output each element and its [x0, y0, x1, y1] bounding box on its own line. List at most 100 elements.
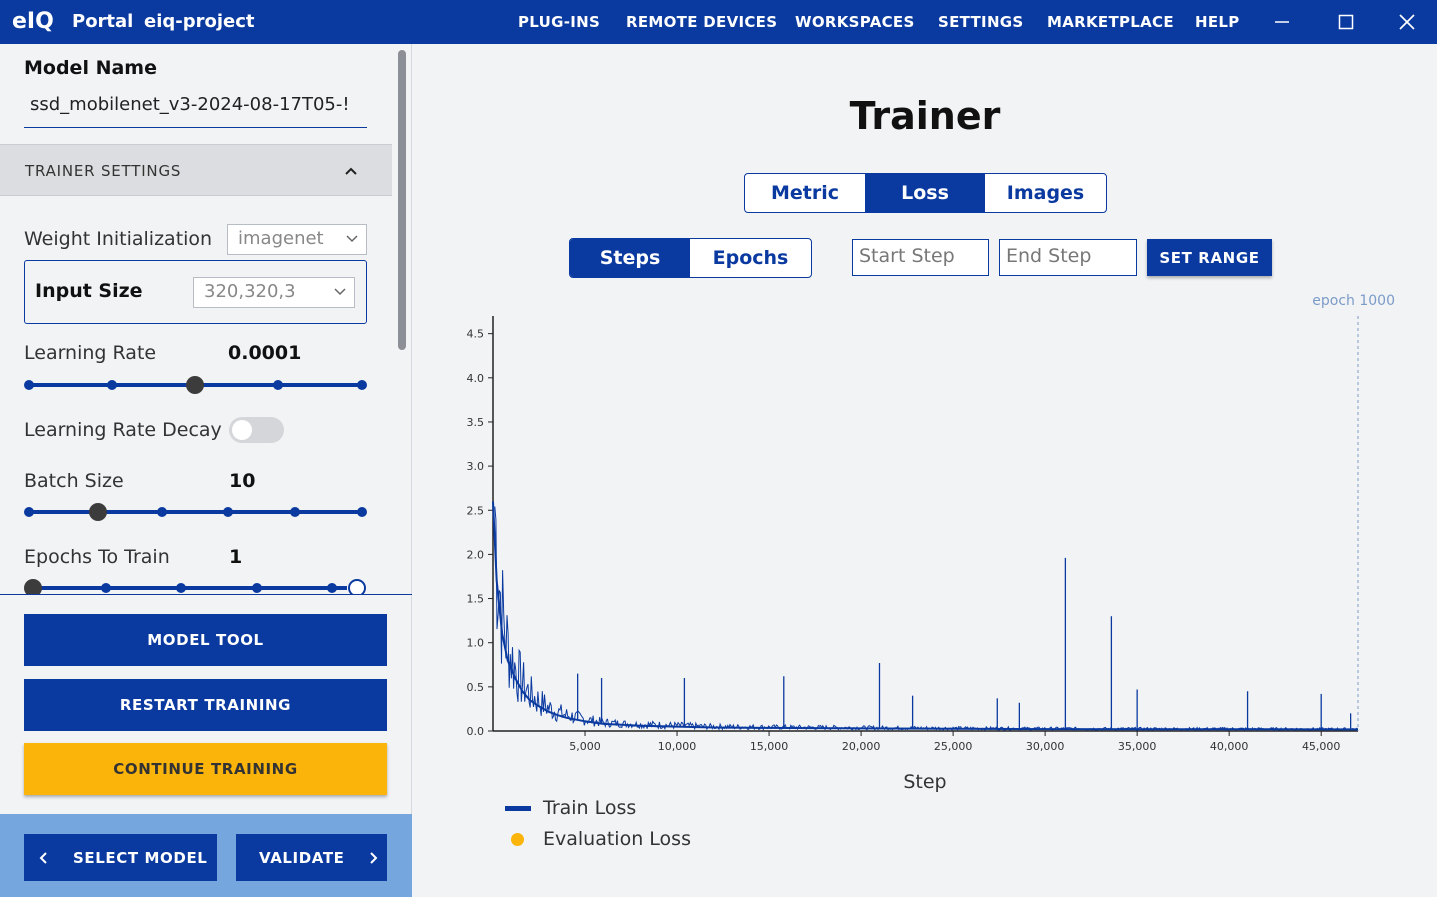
batch-size-label: Batch Size	[24, 470, 124, 492]
learning-rate-slider[interactable]	[24, 375, 367, 395]
nav-marketplace[interactable]: MARKETPLACE	[1047, 13, 1174, 31]
slider-step[interactable]	[252, 583, 262, 593]
nav-workspaces[interactable]: WORKSPACES	[795, 13, 915, 31]
chevron-up-icon	[345, 167, 357, 175]
tab-loss[interactable]: Loss	[865, 174, 985, 212]
slider-step[interactable]	[290, 507, 300, 517]
y-tick-label: 0.0	[467, 725, 485, 738]
batch-size-value: 10	[229, 470, 256, 492]
x-tick-label: 35,000	[1118, 740, 1157, 753]
y-tick-label: 3.5	[467, 416, 485, 429]
legend-line-swatch	[505, 805, 531, 811]
slider-step[interactable]	[327, 583, 337, 593]
select-model-button[interactable]: SELECT MODEL	[24, 834, 217, 881]
learning-rate-value: 0.0001	[228, 342, 302, 364]
mode-steps[interactable]: Steps	[570, 239, 690, 277]
page-title: Trainer	[849, 94, 1001, 138]
slider-step[interactable]	[223, 507, 233, 517]
trainer-settings-header[interactable]: TRAINER SETTINGS	[0, 144, 392, 196]
section-divider	[0, 594, 412, 595]
bottom-nav-bar: SELECT MODEL VALIDATE	[0, 814, 412, 897]
mode-epochs[interactable]: Epochs	[712, 247, 789, 269]
weight-init-select[interactable]: imagenet	[227, 224, 367, 255]
y-tick-label: 0.5	[467, 681, 485, 694]
x-tick-label: 30,000	[1026, 740, 1065, 753]
slider-step[interactable]	[101, 583, 111, 593]
weight-init-value: imagenet	[238, 228, 324, 249]
y-tick-label: 3.0	[467, 460, 485, 473]
y-tick-label: 4.0	[467, 372, 485, 385]
slider-step[interactable]	[24, 507, 34, 517]
input-size-group	[24, 260, 367, 324]
y-tick-label: 4.5	[467, 328, 485, 341]
batch-size-slider[interactable]	[24, 502, 367, 522]
slider-step[interactable]	[176, 583, 186, 593]
project-name[interactable]: eiq-project	[144, 11, 255, 32]
end-step-input[interactable]: End Step	[999, 239, 1137, 276]
y-tick-label: 2.5	[467, 504, 485, 517]
x-tick-label: 10,000	[658, 740, 697, 753]
slider-step[interactable]	[107, 380, 117, 390]
legend-train-loss[interactable]: Train Loss	[505, 797, 636, 819]
slider-thumb[interactable]	[24, 579, 42, 594]
legend-eval-loss[interactable]: Evaluation Loss	[505, 828, 691, 850]
legend-train-label: Train Loss	[543, 797, 637, 819]
set-range-button[interactable]: SET RANGE	[1147, 239, 1272, 276]
epochs-label: Epochs To Train	[24, 546, 170, 568]
slider-thumb[interactable]	[186, 376, 204, 394]
x-tick-label: 40,000	[1210, 740, 1249, 753]
y-tick-label: 2.0	[467, 548, 485, 561]
nav-settings[interactable]: SETTINGS	[938, 13, 1024, 31]
chevron-down-icon	[334, 288, 346, 296]
model-tool-button[interactable]: MODEL TOOL	[24, 614, 387, 666]
lr-decay-toggle[interactable]	[229, 417, 284, 443]
slider-step[interactable]	[157, 507, 167, 517]
nav-help[interactable]: HELP	[1195, 13, 1240, 31]
validate-label: VALIDATE	[259, 848, 345, 867]
train-loss-line	[492, 501, 1358, 731]
nav-remote-devices[interactable]: REMOTE DEVICES	[626, 13, 778, 31]
view-tabs: Metric Loss Images	[744, 173, 1107, 213]
legend-dot-swatch	[511, 832, 524, 846]
chevron-right-icon	[369, 851, 377, 864]
chevron-left-icon	[39, 851, 47, 864]
slider-step[interactable]	[357, 507, 367, 517]
main-panel: Trainer Metric Loss Images Steps Epochs …	[413, 44, 1437, 897]
minimize-icon[interactable]	[1266, 6, 1298, 38]
validate-button[interactable]: VALIDATE	[236, 834, 387, 881]
chevron-down-icon	[346, 235, 358, 243]
y-tick-label: 1.0	[467, 637, 485, 650]
slider-track	[29, 586, 347, 590]
x-tick-label: 45,000	[1302, 740, 1341, 753]
x-tick-label: 25,000	[934, 740, 973, 753]
epochs-slider[interactable]	[24, 578, 367, 594]
start-step-input[interactable]: Start Step	[852, 239, 989, 276]
select-model-label: SELECT MODEL	[73, 848, 208, 867]
nav-plugins[interactable]: PLUG-INS	[518, 13, 601, 31]
x-tick-label: 15,000	[750, 740, 789, 753]
legend-eval-label: Evaluation Loss	[543, 828, 691, 850]
input-size-select[interactable]: 320,320,3	[193, 277, 355, 308]
slider-step[interactable]	[273, 380, 283, 390]
model-name-input[interactable]: ssd_mobilenet_v3-2024-08-17T05-!	[24, 90, 367, 128]
tab-metric[interactable]: Metric	[770, 182, 840, 204]
slider-thumb[interactable]	[89, 503, 107, 521]
continue-training-button[interactable]: CONTINUE TRAINING	[24, 743, 387, 795]
sidebar-scrollbar[interactable]	[398, 50, 406, 350]
slider-end-marker[interactable]	[348, 579, 366, 594]
restart-training-button[interactable]: RESTART TRAINING	[24, 679, 387, 731]
sidebar: Model Name ssd_mobilenet_v3-2024-08-17T0…	[0, 44, 412, 897]
tab-images[interactable]: Images	[1006, 182, 1085, 204]
slider-step[interactable]	[24, 380, 34, 390]
maximize-icon[interactable]	[1330, 6, 1362, 38]
axis-mode-toggle: Steps Epochs	[569, 238, 812, 278]
slider-step[interactable]	[357, 380, 367, 390]
close-icon[interactable]	[1391, 6, 1423, 38]
model-name-label: Model Name	[24, 57, 157, 79]
learning-rate-label: Learning Rate	[24, 342, 157, 364]
app-logo: eIQ	[12, 9, 54, 34]
trainer-settings-title: TRAINER SETTINGS	[25, 162, 182, 180]
app-name[interactable]: Portal	[72, 11, 134, 32]
epoch-marker-label: epoch 1000	[1312, 293, 1395, 309]
lr-decay-label: Learning Rate Decay	[24, 419, 222, 441]
